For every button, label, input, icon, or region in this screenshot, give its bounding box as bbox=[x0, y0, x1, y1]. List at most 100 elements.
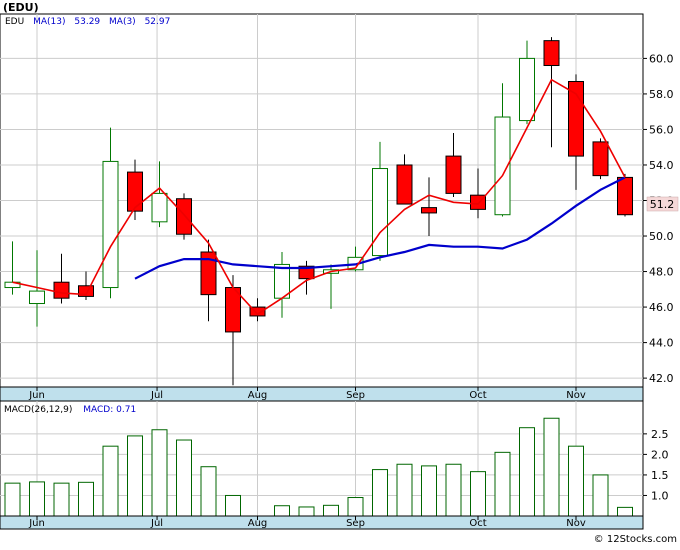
macd-histogram bbox=[4, 417, 633, 517]
candle-body-down bbox=[200, 251, 217, 296]
candle bbox=[176, 193, 192, 240]
price-legend: (EDU) EDU MA(13) 53.29 MA(3) 52.97 bbox=[3, 1, 170, 27]
macd-bar bbox=[151, 429, 168, 517]
last-price-badge: 51.2 bbox=[646, 196, 679, 212]
legend-edu: EDU bbox=[5, 17, 24, 27]
macd-panel: 1.0 1.5 2.0 2.5 MACD(26,12,9) MACD: 0.71 bbox=[0, 400, 669, 517]
macd-tick-label: 1.5 bbox=[651, 469, 669, 482]
macd-bar bbox=[617, 506, 633, 517]
macd-bar bbox=[543, 417, 560, 517]
candle-body-down bbox=[396, 164, 413, 205]
x-tick-label: Jul bbox=[150, 390, 163, 401]
macd-bar bbox=[274, 505, 290, 517]
candle bbox=[200, 239, 217, 322]
macd-legend-label: MACD: bbox=[83, 405, 113, 415]
price-y-axis: 42.044.046.048.050.052.054.056.058.060.0 bbox=[643, 52, 674, 385]
macd-bar bbox=[176, 439, 192, 517]
candle-body-down bbox=[568, 80, 584, 157]
x-tick-label: Oct bbox=[469, 390, 486, 401]
macd-x-tick-label: Aug bbox=[248, 518, 268, 529]
price-tick-label: 56.0 bbox=[649, 123, 674, 136]
legend-ma13-label: MA(13) bbox=[33, 17, 65, 27]
x-tick-label: Sep bbox=[346, 390, 365, 401]
macd-bar bbox=[53, 482, 70, 517]
candle-body-up bbox=[102, 160, 119, 289]
macd-bar bbox=[29, 481, 45, 517]
macd-tick-label: 1.0 bbox=[651, 489, 669, 502]
candle-body-down bbox=[445, 155, 462, 194]
price-tick-label: 44.0 bbox=[649, 337, 674, 350]
price-tick-label: 58.0 bbox=[649, 88, 674, 101]
candle-body-up bbox=[494, 116, 511, 216]
candle bbox=[29, 250, 45, 327]
candle-body-down bbox=[127, 171, 143, 212]
ma3-line bbox=[12, 78, 626, 316]
macd-bar bbox=[4, 482, 21, 517]
candle-body-down bbox=[298, 265, 315, 280]
price-tick-label: 46.0 bbox=[649, 301, 674, 314]
macd-bar bbox=[421, 465, 437, 517]
price-panel: 42.044.046.048.050.052.054.056.058.060.0… bbox=[0, 1, 679, 388]
svg-text:MACD(26,12,9) MACD:: MACD(26,12,9) MACD: 0.71 bbox=[4, 405, 136, 415]
price-tick-label: 48.0 bbox=[649, 266, 674, 279]
macd-x-tick-label: Nov bbox=[566, 518, 586, 529]
macd-bar bbox=[470, 471, 486, 517]
price-x-axis-band: Jun Jul Aug Sep Oct Nov bbox=[0, 386, 644, 402]
macd-legend-value: 0.71 bbox=[116, 405, 136, 415]
macd-bar bbox=[102, 445, 119, 517]
candle bbox=[592, 138, 609, 180]
candle-body-down bbox=[249, 306, 266, 317]
macd-x-tick-label: Jul bbox=[150, 518, 163, 529]
ticker-title: (EDU) bbox=[3, 1, 39, 14]
candle bbox=[421, 177, 437, 237]
price-tick-label: 60.0 bbox=[649, 52, 674, 65]
macd-bar bbox=[519, 427, 535, 517]
macd-bar bbox=[225, 494, 241, 517]
candle bbox=[519, 40, 535, 125]
candle bbox=[53, 253, 70, 304]
x-tick-label: Jun bbox=[28, 390, 45, 401]
candlestick-series bbox=[4, 37, 633, 386]
legend-ma3-label: MA(3) bbox=[109, 17, 136, 27]
ma13-line bbox=[134, 176, 626, 280]
candle-body-up bbox=[372, 168, 388, 257]
price-tick-label: 42.0 bbox=[649, 372, 674, 385]
candle bbox=[445, 133, 462, 197]
legend-ma13-value: 53.29 bbox=[74, 17, 100, 27]
macd-bar bbox=[127, 435, 143, 517]
macd-bar bbox=[396, 463, 413, 517]
legend-ma3-value: 52.97 bbox=[145, 17, 171, 27]
candle bbox=[151, 161, 168, 228]
price-tick-label: 50.0 bbox=[649, 230, 674, 243]
candle-body-up bbox=[151, 192, 168, 223]
price-tick-label: 54.0 bbox=[649, 159, 674, 172]
macd-bar bbox=[445, 463, 462, 517]
macd-bar bbox=[372, 469, 388, 517]
candle-body-down bbox=[53, 281, 70, 299]
candle-body-down bbox=[421, 207, 437, 214]
macd-tick-label: 2.0 bbox=[651, 448, 669, 461]
candle-body-up bbox=[29, 290, 45, 305]
macd-x-tick-label: Oct bbox=[469, 518, 486, 529]
macd-bar bbox=[200, 466, 217, 517]
candle bbox=[127, 159, 143, 221]
macd-bar bbox=[494, 451, 511, 517]
candle-body-down bbox=[592, 141, 609, 177]
candle-body-down bbox=[617, 176, 633, 216]
last-price-label: 51.2 bbox=[650, 198, 675, 211]
candle bbox=[102, 127, 119, 299]
candle bbox=[274, 252, 290, 318]
candle-body-up bbox=[274, 263, 290, 299]
macd-bar bbox=[323, 504, 339, 517]
macd-tick-label: 2.5 bbox=[651, 428, 669, 441]
candle bbox=[494, 83, 511, 217]
macd-x-axis-band: Jun Jul Aug Sep Oct Nov bbox=[0, 515, 644, 530]
macd-title: MACD(26,12,9) bbox=[4, 405, 72, 415]
macd-bar bbox=[298, 506, 315, 517]
macd-x-tick-label: Sep bbox=[346, 518, 365, 529]
watermark: © 12Stocks.com bbox=[594, 534, 677, 545]
candle bbox=[249, 298, 266, 322]
x-tick-label: Aug bbox=[248, 390, 268, 401]
candle-body-down bbox=[543, 40, 560, 67]
